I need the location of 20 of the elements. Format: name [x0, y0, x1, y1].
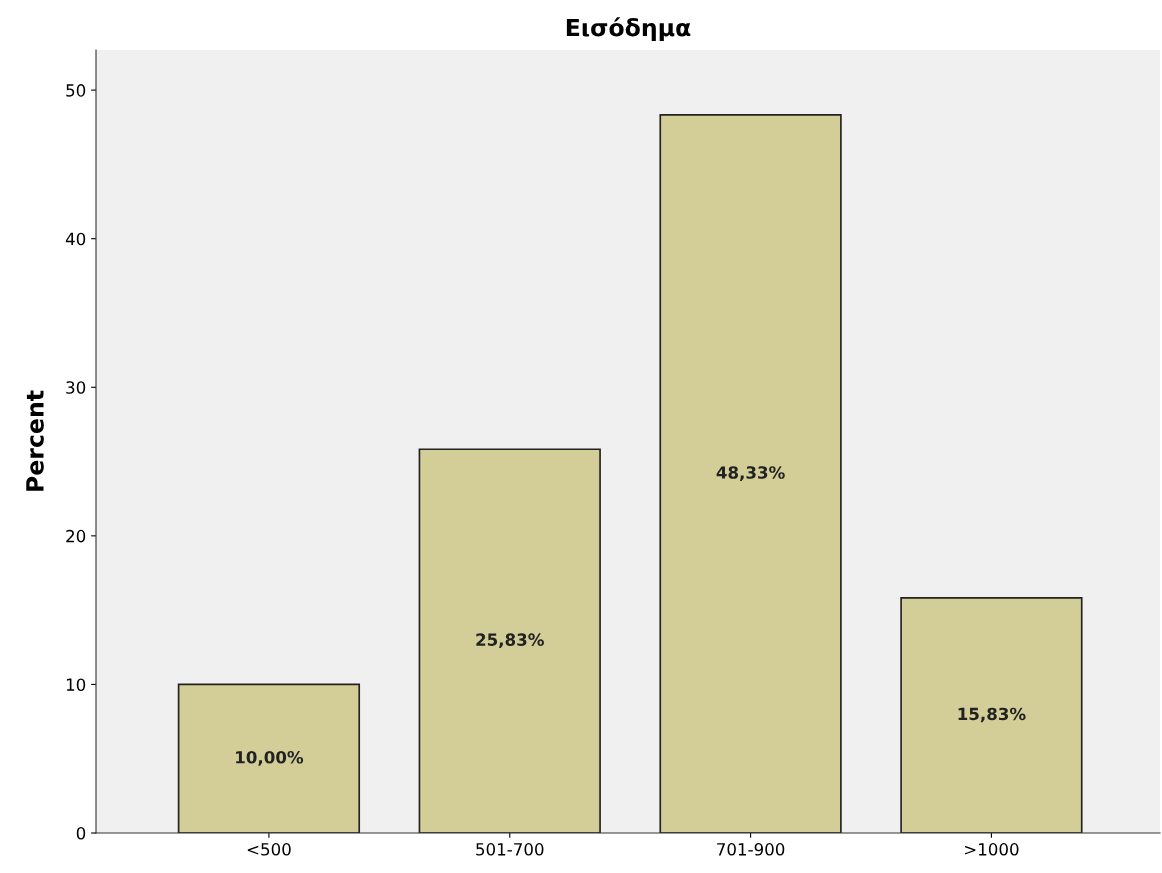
bar [177, 683, 361, 833]
data-label: 25,83% [476, 633, 544, 649]
x-tick-label: <500 [247, 843, 291, 856]
x-tick-label: >1000 [964, 843, 1019, 856]
x-tick-label: 701-900 [717, 843, 785, 856]
y-tick-label: 30 [66, 381, 86, 394]
chart-title: Εισόδημα [566, 17, 691, 42]
bar [659, 114, 842, 833]
y-axis-title: Percent [26, 390, 44, 491]
y-tick-label: 20 [66, 529, 86, 543]
x-tick-label: 501-700 [476, 843, 544, 856]
data-label: 15,83% [958, 707, 1026, 723]
y-tick-label: 40 [65, 232, 86, 246]
data-label: 10,00% [236, 750, 304, 766]
bar [900, 596, 1083, 833]
bar [418, 448, 601, 833]
y-tick-label: 0 [76, 826, 86, 840]
data-label: 48,33% [716, 466, 785, 481]
y-tick-label: 50 [66, 84, 86, 97]
y-tick-label: 10 [66, 678, 86, 691]
